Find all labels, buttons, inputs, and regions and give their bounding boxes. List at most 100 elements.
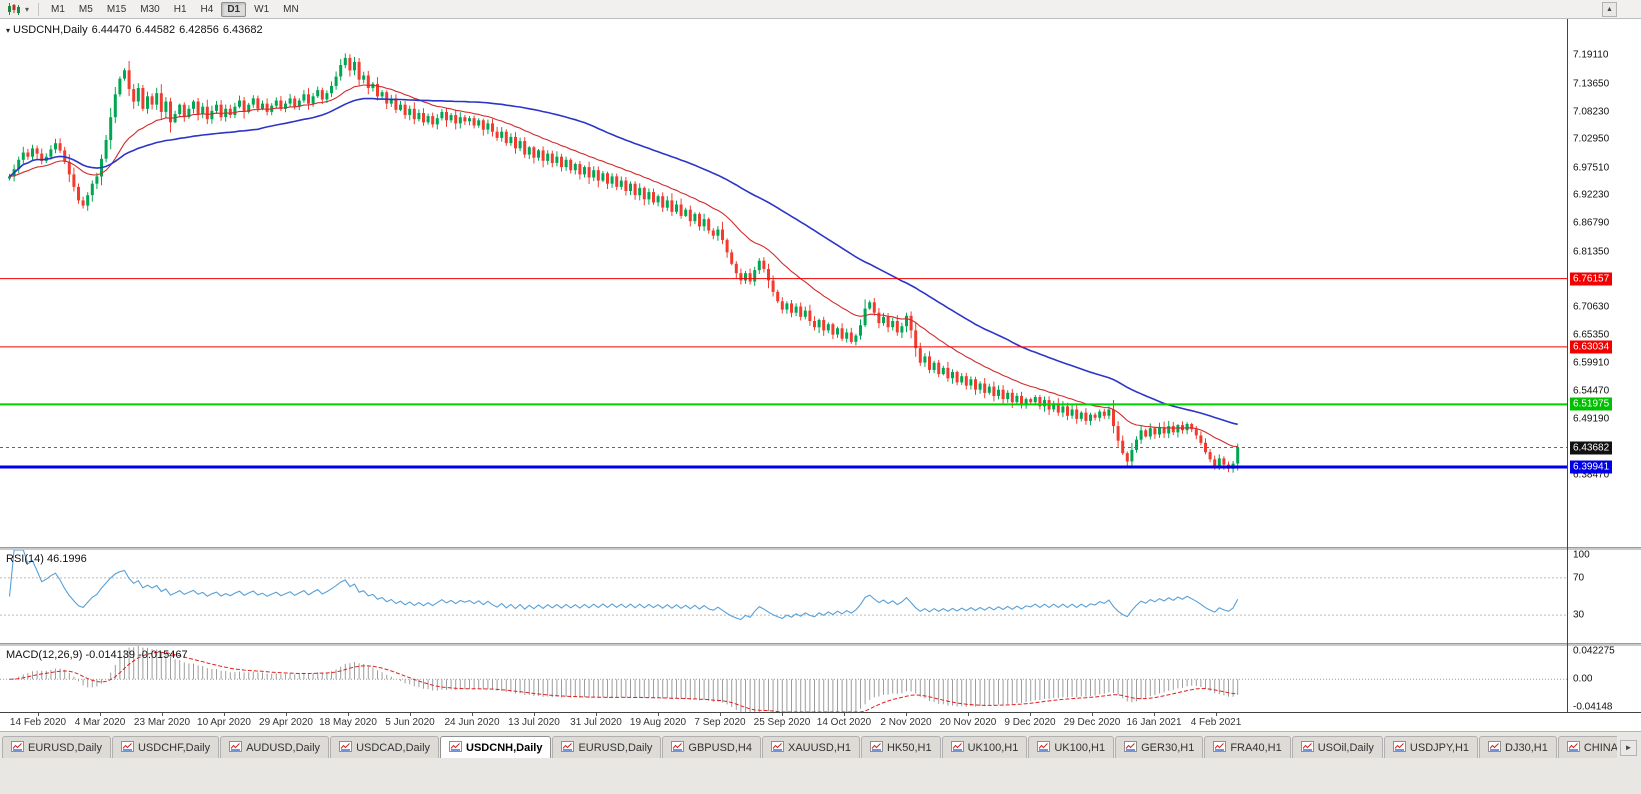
scroll-up-button[interactable]: ▲ (1602, 2, 1617, 17)
timeframe-button-W1[interactable]: W1 (248, 2, 275, 17)
chart-tab[interactable]: CHINA300,H1 (1557, 736, 1617, 758)
chart-tab-icon (449, 740, 463, 755)
macd-signal-line (9, 651, 1238, 712)
rsi-panel-canvas[interactable] (0, 550, 1567, 643)
ma-slow-line (9, 97, 1238, 426)
top-toolbar: ▾ M1 M5 M15 M30 H1 H4 D1 W1 MN ▲ (0, 0, 1641, 19)
chart-tab[interactable]: USDJPY,H1 (1383, 736, 1479, 758)
chart-tab-label: EURUSD,Daily (578, 741, 653, 754)
time-axis[interactable]: 14 Feb 2020 4 Mar 2020 23 Mar 2020 10 Apr 2… (0, 713, 1567, 731)
chart-tab-icon (1488, 740, 1502, 755)
chart-tab[interactable]: EURUSD,Daily (552, 736, 662, 758)
chart-tab[interactable]: GER30,H1 (1115, 736, 1204, 758)
timeframe-toolbar: M1 M5 M15 M30 H1 H4 D1 W1 MN (45, 1, 305, 17)
macd-axis-label: -0.04148 (1573, 701, 1613, 713)
candles-series (8, 53, 1240, 473)
time-axis-label: 14 Feb 2020 (9, 717, 67, 728)
timeframe-button-M30[interactable]: M30 (134, 2, 165, 17)
chart-type-icon[interactable] (4, 1, 24, 17)
chart-tab[interactable]: USDCHF,Daily (111, 736, 220, 758)
timeframe-button-M5[interactable]: M5 (73, 2, 99, 17)
ohlc-close: 6.43682 (222, 24, 263, 36)
chart-tab[interactable]: AUDUSD,Daily (220, 736, 330, 758)
chart-tab-label: USDCHF,Daily (137, 741, 211, 754)
chart-tab-label: DJ30,H1 (1505, 741, 1548, 754)
timeframe-button-M1[interactable]: M1 (45, 2, 71, 17)
time-axis-label: 19 Aug 2020 (629, 717, 687, 728)
time-axis-label: 31 Jul 2020 (570, 717, 622, 728)
chart-tab-icon (1566, 740, 1580, 755)
rsi-indicator-label: RSI(14) 46.1996 (6, 553, 87, 565)
chart-tab[interactable]: GBPUSD,H4 (662, 736, 761, 758)
main-chart-canvas[interactable] (0, 19, 1567, 547)
time-axis-label: 2 Nov 2020 (880, 717, 932, 728)
timeframe-button-H4[interactable]: H4 (195, 2, 220, 17)
time-axis-label: 24 Jun 2020 (444, 717, 500, 728)
price-axis-label: 7.02950 (1573, 133, 1610, 145)
chart-tab[interactable]: DJ30,H1 (1479, 736, 1557, 758)
time-axis-label: 29 Dec 2020 (1063, 717, 1121, 728)
chart-tab-icon (770, 740, 784, 755)
rsi-line (8, 550, 1239, 621)
panel-splitter[interactable] (0, 547, 1641, 550)
time-axis-tick (1216, 713, 1217, 716)
chart-tab-label: FRA40,H1 (1230, 741, 1282, 754)
price-axis-label: 6.81350 (1573, 246, 1610, 258)
chart-tab[interactable]: EURUSD,Daily (2, 736, 111, 758)
price-axis-label: 6.97510 (1573, 162, 1610, 174)
chart-tab-icon (869, 740, 883, 755)
time-axis-label: 25 Sep 2020 (753, 717, 811, 728)
chart-tab[interactable]: HK50,H1 (860, 736, 941, 758)
chart-type-caret-icon[interactable]: ▾ (25, 4, 30, 14)
chart-tab-label: GER30,H1 (1141, 741, 1195, 754)
chart-tab[interactable]: USDCNH,Daily (440, 736, 552, 758)
chart-tab-label: USOil,Daily (1317, 741, 1374, 754)
panel-splitter[interactable] (0, 643, 1641, 646)
timeframe-button-MN[interactable]: MN (277, 2, 305, 17)
time-axis-label: 4 Mar 2020 (74, 717, 126, 728)
chart-tab-icon (339, 740, 353, 755)
chart-tab-icon (561, 740, 575, 755)
chart-menu-icon[interactable]: ▾ (6, 26, 11, 35)
chart-tab[interactable]: XAUUSD,H1 (761, 736, 860, 758)
price-axis-label: 6.92230 (1573, 189, 1610, 201)
chart-tab[interactable]: FRA40,H1 (1204, 736, 1291, 758)
price-axis-label: 7.08230 (1573, 106, 1610, 118)
chart-tab-icon (1124, 740, 1138, 755)
chart-tab[interactable]: UK100,H1 (1028, 736, 1115, 758)
chart-tab-label: HK50,H1 (886, 741, 932, 754)
price-axis-label: 6.38470 (1573, 469, 1610, 481)
chart-window[interactable]: ▾ USDCNH,Daily 6.44470 6.44582 6.42856 6.4368… (0, 19, 1641, 731)
ma-fast-line (9, 84, 1238, 448)
tab-scroll-right-button[interactable]: ► (1620, 740, 1637, 756)
price-axis-label: 6.49190 (1573, 413, 1610, 425)
macd-panel-canvas[interactable] (0, 646, 1567, 712)
time-axis-tick (720, 713, 721, 716)
ohlc-low: 6.42856 (179, 24, 219, 36)
hline-price-badge: 6.76157 (1570, 272, 1613, 286)
price-axis[interactable]: 7.19110 7.13650 7.08230 7.02950 6.97510 6.922… (1568, 19, 1641, 713)
price-axis-label: 6.59910 (1573, 357, 1610, 369)
chart-tab[interactable]: UK100,H1 (941, 736, 1028, 758)
timeframe-button-D1[interactable]: D1 (221, 1, 247, 17)
ohlc-readout: ▾ USDCNH,Daily 6.44470 6.44582 6.42856 6.4368… (6, 24, 267, 36)
timeframe-button-M15[interactable]: M15 (101, 2, 132, 17)
macd-axis-label: 0.00 (1573, 673, 1593, 685)
chart-tab[interactable]: USOil,Daily (1291, 736, 1383, 758)
chart-tab-label: AUDUSD,Daily (246, 741, 321, 754)
chart-tab-label: EURUSD,Daily (28, 741, 102, 754)
time-axis-tick (658, 713, 659, 716)
chart-tab-icon (950, 740, 964, 755)
time-axis-label: 9 Dec 2020 (1004, 717, 1056, 728)
time-axis-label: 4 Feb 2021 (1190, 717, 1242, 728)
macd-histogram (13, 646, 1239, 712)
ohlc-high: 6.44582 (135, 24, 176, 36)
chart-tab[interactable]: USDCAD,Daily (330, 736, 440, 758)
bottom-bar: EURUSD,Daily USDCHF,Daily AUDUSD,Daily USDC… (0, 731, 1641, 794)
price-axis-label: 6.65350 (1573, 329, 1610, 341)
time-axis-tick (1030, 713, 1031, 716)
macd-indicator-label: MACD(12,26,9) -0.014139 -0.015467 (6, 649, 188, 661)
chart-tab-icon (671, 740, 685, 755)
timeframe-button-H1[interactable]: H1 (168, 2, 193, 17)
time-axis-tick (472, 713, 473, 716)
